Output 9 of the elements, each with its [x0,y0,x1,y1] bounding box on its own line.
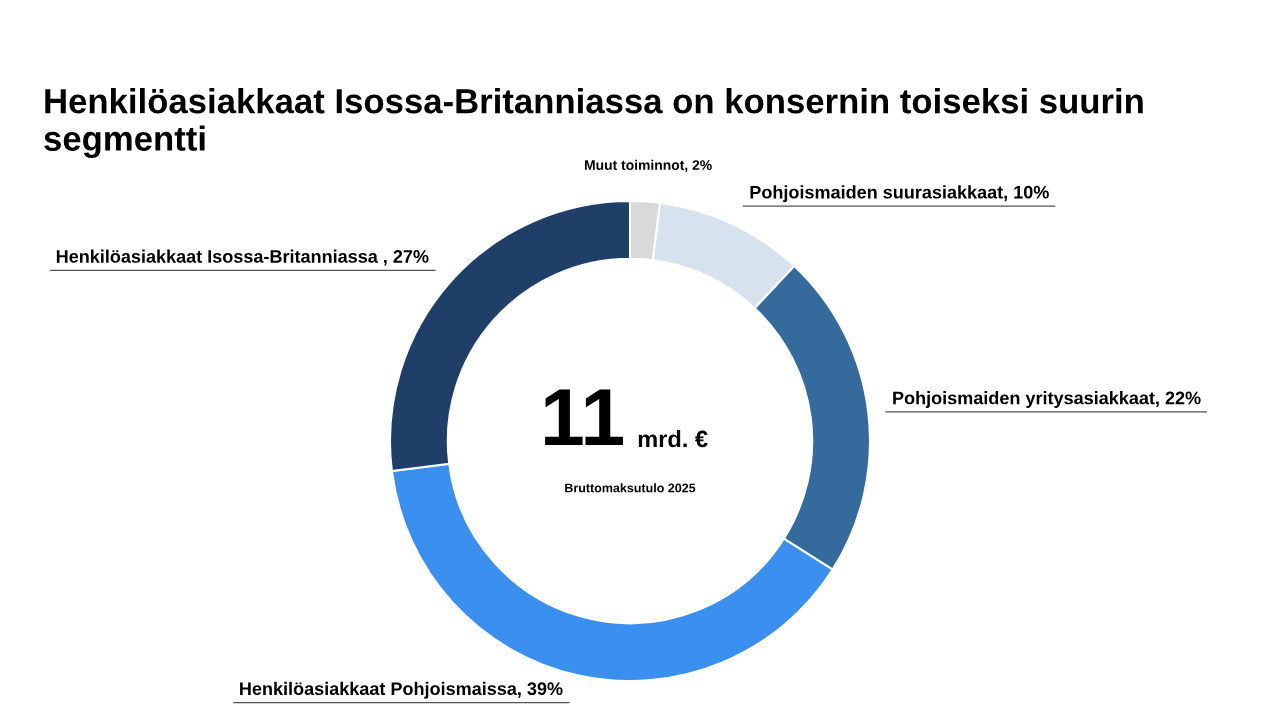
slice-label: Pohjoismaiden suurasiakkaat, 10% [750,185,1049,203]
slice-label: Henkilöasiakkaat Isossa-Britanniassa , 27% [56,249,429,266]
text: mrd. € [638,429,708,448]
slice-label: Henkilöasiakkaat Pohjoismaissa, 39% [240,681,563,699]
slice-label: Pohjoismaiden yritysasiakkaat, 22% [893,391,1201,408]
slice-label: Muut toiminnot, 2% [584,159,712,172]
chart-title: Henkilöasiakkaat Isossa-Britanniassa on konsernin toiseksi suurin segmentti [44,88,1143,158]
text: 11 [545,389,623,446]
text: Bruttomaksutulo 2025 [565,483,696,493]
